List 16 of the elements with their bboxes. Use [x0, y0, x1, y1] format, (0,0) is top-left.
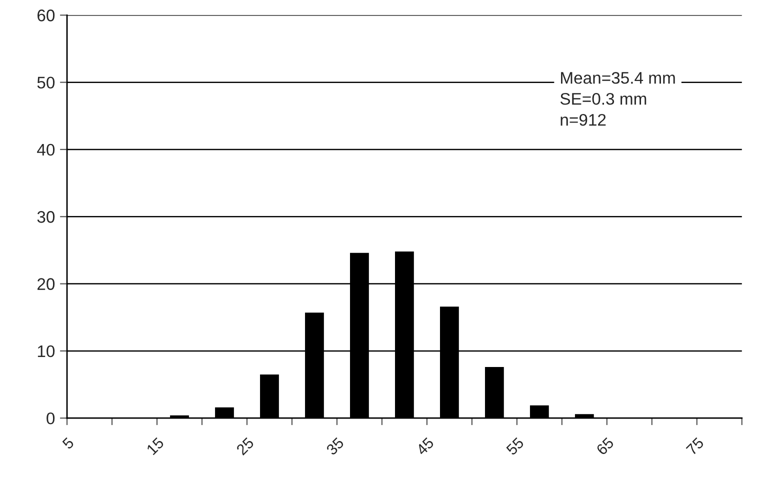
annotation: Mean=35.4 mm SE=0.3 mm n=912: [560, 72, 675, 126]
y-tick-label: 40: [37, 144, 55, 156]
y-tick-label: 0: [46, 412, 55, 424]
x-tick-label: 5: [62, 437, 74, 450]
y-tick-label: 60: [38, 10, 55, 22]
x-tick-label: 75: [686, 437, 704, 456]
y-tick-label: 10: [38, 345, 55, 358]
x-tick-label: 55: [506, 437, 524, 456]
x-tick-label: 35: [326, 436, 344, 456]
y-tick-label: 50: [37, 76, 55, 89]
x-tick-label: 25: [236, 436, 254, 456]
x-tick-label: 65: [596, 436, 614, 456]
x-tick-label: 15: [146, 437, 164, 456]
x-tick-label: 45: [416, 437, 434, 456]
y-tick-label: 30: [37, 211, 55, 223]
y-tick-label: 20: [38, 278, 55, 290]
